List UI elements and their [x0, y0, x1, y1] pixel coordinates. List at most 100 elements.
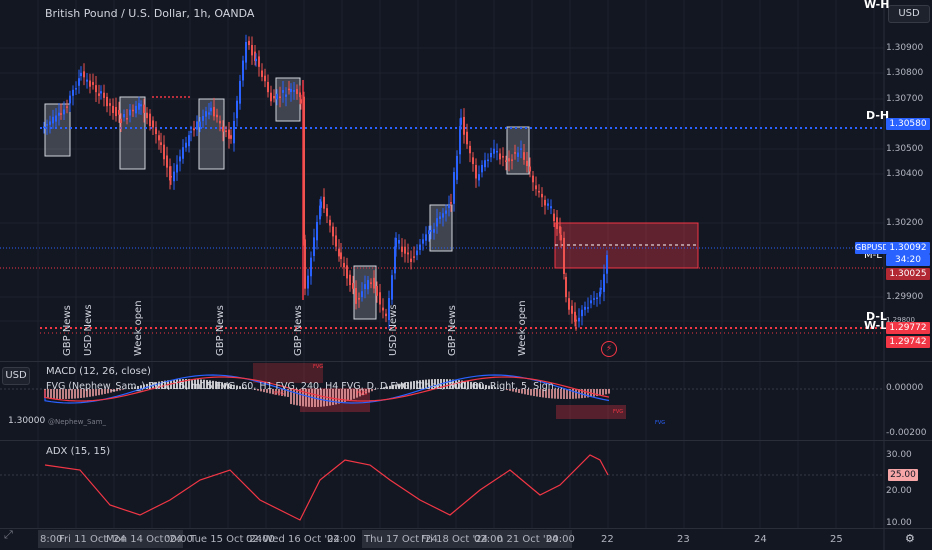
candle-body — [146, 112, 148, 119]
adx-axis-label: 10.00 — [886, 518, 912, 528]
time-label: n 21 Oct '24 — [497, 534, 559, 545]
candle-body — [285, 94, 287, 97]
candle-body — [169, 166, 171, 181]
candle-body — [185, 142, 187, 148]
candle-body — [202, 116, 204, 121]
mid-level-marker: M-L — [864, 250, 882, 261]
last-price-tag: 1.30092 — [886, 242, 930, 254]
time-label: 00:00 — [164, 534, 193, 545]
candle-body — [560, 234, 562, 241]
candle-body — [439, 216, 441, 219]
candle-body — [404, 246, 406, 254]
candle-body — [514, 152, 516, 154]
candle-body — [496, 150, 498, 153]
candle-body — [100, 91, 102, 94]
pane-currency-button[interactable]: USD — [2, 367, 30, 385]
candle-body — [80, 72, 82, 77]
candle-body — [436, 218, 438, 227]
candle-body — [179, 156, 181, 162]
candle-body — [236, 100, 238, 119]
candle-body — [109, 103, 111, 106]
candle-body — [559, 226, 561, 234]
candle-body — [46, 124, 48, 126]
gear-icon[interactable]: ⚙ — [905, 532, 915, 545]
candle-body — [505, 160, 507, 162]
candle-body — [199, 121, 201, 128]
candle-body — [395, 237, 397, 248]
candle-body — [442, 213, 444, 218]
currency-button[interactable]: USD — [888, 5, 930, 23]
candle-body — [138, 103, 140, 110]
adx-axis-label: 20.00 — [886, 486, 912, 496]
candle-body — [346, 265, 348, 279]
candle-body — [216, 114, 218, 118]
candle-body — [323, 196, 325, 209]
candle-body — [472, 157, 474, 165]
time-label: Mon 14 Oct '24 — [106, 534, 183, 545]
candle-body — [391, 275, 393, 300]
week-low-marker: W-L — [864, 319, 888, 332]
candle-body — [358, 297, 360, 300]
zoom-out-icon[interactable]: ⤢ — [4, 528, 13, 541]
candle-body — [126, 118, 128, 120]
candle-body — [520, 148, 522, 150]
time-label: Thu 17 Oct '24 — [364, 534, 438, 545]
candle-body — [118, 109, 120, 115]
candle-body — [219, 120, 221, 124]
candle-body — [355, 288, 357, 304]
candle-body — [300, 99, 302, 104]
candle-body — [78, 78, 80, 86]
time-label: 8:00 — [40, 534, 63, 545]
candle-body — [132, 109, 134, 112]
candle-body — [170, 176, 172, 178]
candle-body — [466, 131, 468, 145]
time-label: Fri 11 Oct '24 — [59, 534, 126, 545]
candle-body — [228, 129, 230, 139]
pane-divider[interactable] — [0, 361, 932, 362]
fvg-zone — [253, 363, 323, 383]
candle-body — [123, 114, 125, 118]
candle-body — [98, 93, 100, 96]
candle-body — [332, 226, 334, 237]
candle-body — [69, 95, 71, 104]
candle-body — [379, 292, 381, 305]
candle-body — [475, 164, 477, 179]
day-low-marker: D-L — [866, 310, 887, 323]
candle-body — [190, 131, 192, 133]
time-label: Tue 15 Oct '24 — [190, 534, 263, 545]
candle-body — [160, 142, 162, 145]
candle-body — [193, 128, 195, 131]
adx-title: ADX (15, 15) — [46, 446, 111, 457]
time-label: 02:00 — [246, 534, 275, 545]
candle-body — [352, 283, 354, 289]
candle-body — [152, 120, 154, 128]
lightning-icon[interactable]: ⚡ — [601, 341, 617, 357]
candle-body — [448, 205, 450, 209]
candle-body — [49, 121, 51, 125]
candle-body — [416, 250, 418, 256]
day-high-marker: D-H — [866, 109, 890, 122]
candle-body — [60, 113, 62, 115]
candle-body — [320, 201, 322, 208]
candle-body — [550, 206, 552, 209]
pane-divider[interactable] — [0, 440, 932, 441]
candle-body — [222, 126, 224, 132]
candle-body — [526, 160, 528, 167]
signal-line — [44, 376, 610, 402]
watermark: @Nephew_Sam_ — [48, 418, 107, 426]
candle-body — [376, 286, 378, 296]
candle-body — [213, 107, 215, 117]
candle-body — [106, 96, 108, 107]
candle-body — [469, 145, 471, 154]
candle-body — [373, 277, 375, 289]
candle-body — [225, 130, 227, 132]
candle-body — [319, 205, 321, 220]
candle-body — [326, 208, 328, 217]
price-axis-label: 1.30200 — [886, 218, 924, 228]
news-label: Week open — [133, 300, 144, 356]
candle-body — [205, 111, 207, 117]
candle-body — [568, 298, 570, 310]
candle-body — [296, 89, 298, 94]
